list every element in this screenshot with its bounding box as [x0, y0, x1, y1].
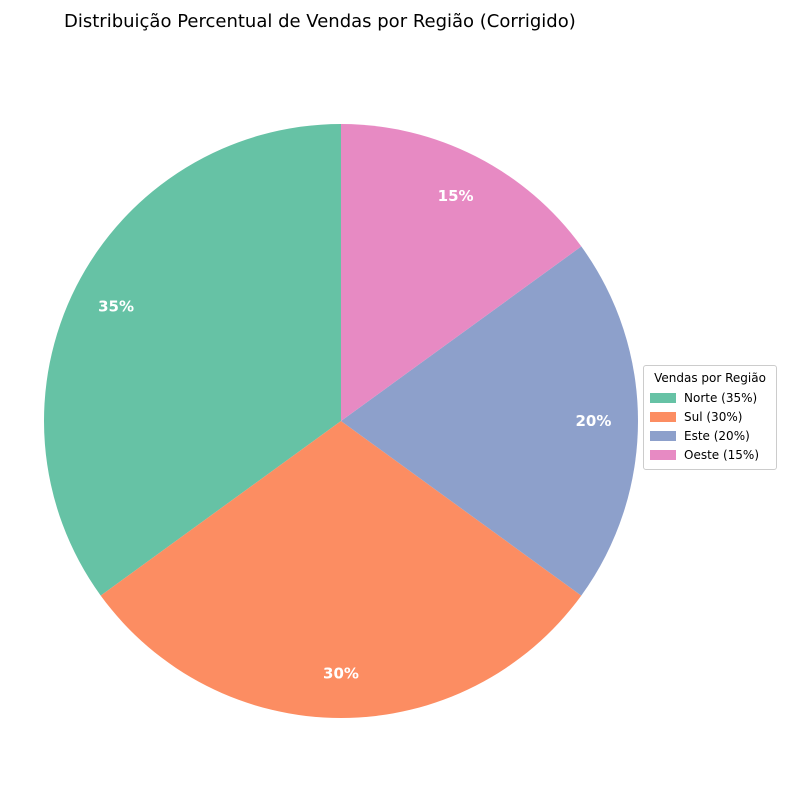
legend-entry: Sul (30%): [650, 407, 770, 426]
legend-swatch: [650, 430, 676, 441]
legend-swatch: [650, 411, 676, 422]
pie-slices: [43, 123, 638, 718]
pie-slice-oeste: [341, 123, 582, 422]
slice-percent-label: 35%: [98, 297, 134, 315]
legend-entry: Este (20%): [650, 426, 770, 445]
pie-slice-sul: [100, 421, 582, 718]
pie-slice-este: [341, 246, 638, 596]
legend-label: Norte (35%): [684, 390, 758, 405]
legend: Vendas por Região Norte (35%) Sul (30%) Es…: [643, 365, 777, 470]
slice-percent-label: 15%: [438, 187, 474, 205]
legend-label: Oeste (15%): [684, 447, 760, 462]
legend-entries: Norte (35%) Sul (30%) Este (20%) Oeste (15%…: [650, 388, 770, 464]
pie-slice-norte: [43, 124, 342, 596]
slice-percent-label: 30%: [323, 664, 359, 682]
slice-percent-label: 20%: [575, 412, 611, 430]
legend-label: Sul (30%): [684, 409, 743, 424]
legend-label: Este (20%): [684, 428, 750, 443]
legend-entry: Norte (35%): [650, 388, 770, 407]
legend-swatch: [650, 392, 676, 403]
chart-title: Distribuição Percentual de Vendas por Re…: [64, 11, 576, 32]
legend-title: Vendas por Região: [654, 371, 766, 385]
legend-entry: Oeste (15%): [650, 445, 770, 464]
legend-swatch: [650, 449, 676, 460]
pie-percent-labels: 35% 30% 20% 15%: [98, 187, 611, 682]
